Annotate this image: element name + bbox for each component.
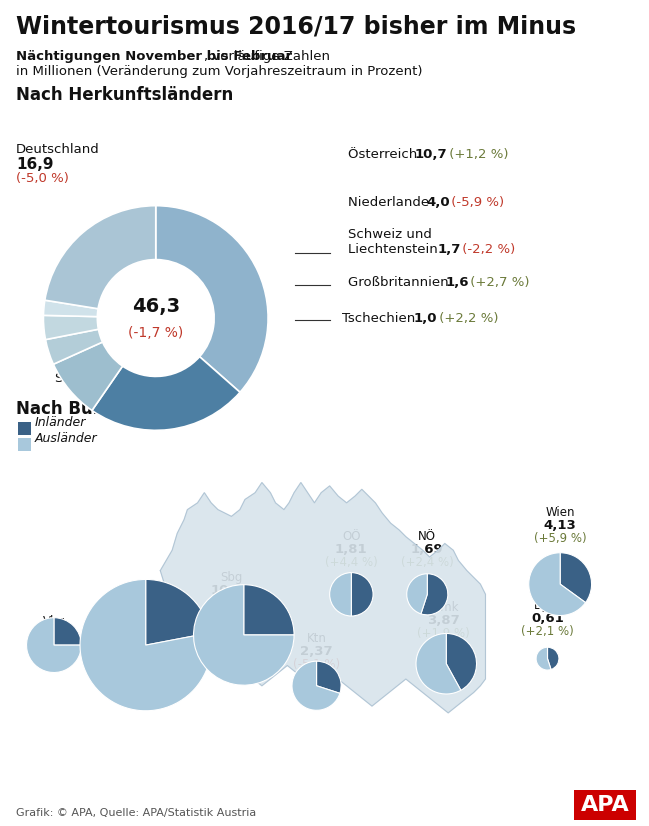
Wedge shape — [560, 553, 592, 603]
Text: Grafik: © APA, Quelle: APA/Statistik Austria: Grafik: © APA, Quelle: APA/Statistik Aus… — [16, 808, 256, 818]
Wedge shape — [529, 553, 585, 615]
Text: 2,37: 2,37 — [300, 644, 333, 657]
Wedge shape — [92, 357, 240, 430]
Text: 1,6: 1,6 — [446, 276, 469, 289]
Wedge shape — [45, 206, 156, 309]
Wedge shape — [145, 579, 210, 645]
Text: Nach Herkunftsländern: Nach Herkunftsländern — [16, 86, 233, 104]
Text: 4,0: 4,0 — [426, 196, 450, 209]
Text: 1,69: 1,69 — [411, 543, 444, 556]
Polygon shape — [160, 482, 485, 713]
Text: Tschechien: Tschechien — [342, 312, 419, 325]
Text: 18,03: 18,03 — [125, 604, 167, 617]
Wedge shape — [548, 648, 559, 670]
Text: (+5,9 %): (+5,9 %) — [534, 532, 587, 545]
Wedge shape — [43, 300, 98, 316]
Text: 10,53: 10,53 — [210, 584, 252, 596]
Text: 10,7: 10,7 — [415, 148, 448, 161]
Text: in Millionen (Veränderung zum Vorjahreszeitraum in Prozent): in Millionen (Veränderung zum Vorjahresz… — [16, 65, 422, 78]
Wedge shape — [45, 330, 103, 364]
FancyBboxPatch shape — [574, 790, 636, 820]
Wedge shape — [244, 585, 294, 635]
Text: (-2,2 %): (-2,2 %) — [458, 243, 515, 256]
Wedge shape — [351, 572, 373, 616]
Text: (-5,1 %): (-5,1 %) — [293, 657, 340, 671]
Text: (-5,9 %): (-5,9 %) — [447, 196, 504, 209]
Text: (-4,0 %): (-4,0 %) — [122, 617, 169, 630]
Text: Vbg: Vbg — [42, 615, 66, 628]
Text: Stmk: Stmk — [428, 601, 458, 614]
Wedge shape — [416, 634, 461, 694]
Text: (-6,3 %): (-6,3 %) — [31, 641, 77, 653]
Text: (+2,1 %): (+2,1 %) — [521, 625, 574, 638]
Text: Schweiz und: Schweiz und — [348, 228, 432, 241]
Text: 3,26: 3,26 — [38, 628, 70, 641]
Text: 16,9: 16,9 — [16, 157, 53, 172]
Text: Ktn: Ktn — [306, 632, 326, 644]
Text: OÖ: OÖ — [342, 530, 361, 543]
Text: Nächtigungen November bis Februar: Nächtigungen November bis Februar — [16, 50, 292, 63]
Text: Deutschland: Deutschland — [16, 143, 100, 156]
Text: 1,7: 1,7 — [438, 243, 461, 256]
Wedge shape — [43, 316, 99, 339]
Text: Wien: Wien — [545, 506, 575, 520]
Text: Österreich: Österreich — [348, 148, 421, 161]
Wedge shape — [54, 618, 81, 645]
Text: Liechtenstein: Liechtenstein — [348, 243, 442, 256]
Text: 46,3: 46,3 — [132, 297, 180, 316]
Text: Sonstige: Sonstige — [55, 372, 117, 385]
Text: (-5,0 %): (-5,0 %) — [16, 172, 69, 185]
Text: 1,81: 1,81 — [335, 543, 368, 556]
Text: Wintertourismus 2016/17 bisher im Minus: Wintertourismus 2016/17 bisher im Minus — [16, 14, 576, 38]
Text: Tirol: Tirol — [133, 591, 158, 604]
Text: (+1,9 %): (+1,9 %) — [417, 627, 469, 640]
Text: Sbg: Sbg — [220, 571, 242, 584]
Wedge shape — [80, 579, 212, 711]
Text: 0,61: 0,61 — [531, 612, 564, 625]
Text: , vorläufige Zahlen: , vorläufige Zahlen — [204, 50, 330, 63]
Text: 4,13: 4,13 — [544, 520, 576, 532]
Text: (+2,4 %): (+2,4 %) — [401, 556, 454, 569]
Text: Inländer: Inländer — [35, 416, 86, 430]
Text: Bgld: Bgld — [534, 600, 561, 612]
Text: 3,87: 3,87 — [427, 614, 459, 627]
Wedge shape — [317, 661, 341, 693]
Text: Nach Bundesländern: Nach Bundesländern — [16, 400, 210, 418]
Wedge shape — [292, 661, 340, 710]
Text: APA: APA — [581, 795, 630, 815]
Text: NÖ: NÖ — [419, 530, 436, 543]
Text: 1,0: 1,0 — [414, 312, 437, 325]
FancyBboxPatch shape — [18, 438, 31, 451]
FancyBboxPatch shape — [18, 422, 31, 435]
Text: Großbritannien: Großbritannien — [348, 276, 453, 289]
Text: Niederlande: Niederlande — [348, 196, 434, 209]
Wedge shape — [421, 574, 448, 615]
Text: (-1,7 %): (-1,7 %) — [128, 325, 184, 339]
Wedge shape — [407, 574, 427, 614]
Text: (+2,7 %): (+2,7 %) — [466, 276, 530, 289]
Wedge shape — [193, 585, 294, 686]
Wedge shape — [27, 618, 81, 672]
Text: (+1,2 %): (+1,2 %) — [445, 148, 509, 161]
Text: (+4,4 %): (+4,4 %) — [325, 556, 378, 569]
Wedge shape — [156, 206, 268, 392]
Wedge shape — [330, 572, 351, 616]
Text: Ausländer: Ausländer — [35, 433, 97, 445]
Wedge shape — [53, 342, 123, 411]
Text: 10,4: 10,4 — [107, 372, 140, 385]
Wedge shape — [536, 648, 551, 670]
Text: (+2,2 %): (+2,2 %) — [435, 312, 498, 325]
Text: (-1,3 %): (-1,3 %) — [208, 596, 254, 610]
Wedge shape — [447, 634, 476, 691]
